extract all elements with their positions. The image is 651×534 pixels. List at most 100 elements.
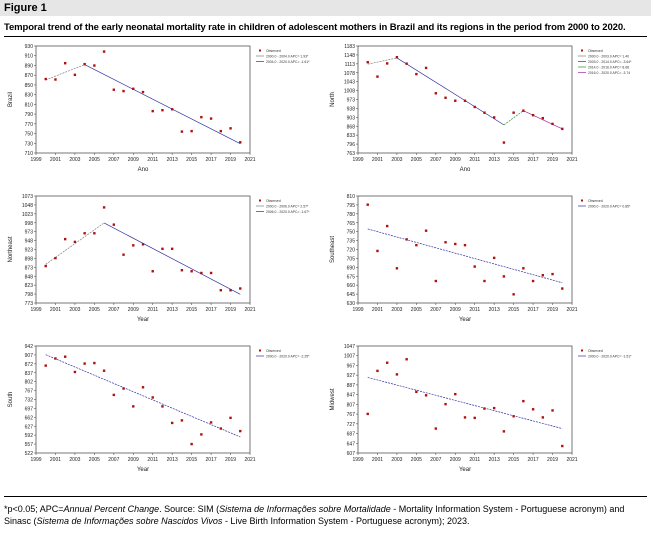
y-tick-label: 690: [347, 265, 356, 271]
data-point: [366, 203, 369, 206]
y-tick-label: 710: [25, 151, 34, 157]
x-axis-label: Ano: [460, 167, 471, 173]
x-tick-label: 2007: [430, 307, 441, 313]
data-point: [63, 355, 67, 358]
data-point: [405, 62, 408, 65]
data-point: [551, 409, 554, 412]
x-tick-label: 2009: [128, 157, 139, 163]
data-point: [531, 279, 535, 283]
plot-frame: [357, 345, 573, 454]
y-tick-label: 907: [25, 353, 34, 359]
data-point: [132, 87, 135, 90]
y-tick-label: 938: [347, 106, 356, 112]
data-point: [73, 240, 77, 244]
y-tick-label: 790: [25, 112, 34, 118]
y-tick-label: 967: [347, 363, 356, 369]
data-point: [44, 77, 47, 81]
y-tick-label: 730: [25, 141, 34, 147]
x-tick-label: 2005: [89, 457, 100, 463]
y-tick-label: 830: [25, 93, 34, 99]
data-point: [209, 271, 213, 275]
trend-segment: [367, 57, 397, 65]
y-tick-label: 848: [25, 274, 34, 280]
trend-segment: [84, 64, 241, 145]
data-point: [122, 387, 125, 390]
y-tick-label: 837: [25, 371, 34, 377]
data-point: [200, 115, 203, 119]
data-point: [112, 393, 116, 397]
trend-segment: [503, 110, 524, 126]
chart-panel-brazil: 710 730 750 770 790 810 830 850 870 890 910 930 1999…: [8, 44, 310, 173]
data-point: [444, 96, 447, 99]
legend-label: 2000.0 - 2020.0 APC= -1.51*: [588, 355, 632, 359]
bottom-divider: [4, 496, 647, 497]
x-axis-label: Year: [137, 467, 149, 473]
y-tick-label: 645: [347, 292, 356, 298]
data-point: [102, 206, 106, 209]
footnote-part-2: Annual Percent Change: [63, 504, 160, 514]
data-point: [170, 247, 174, 251]
legend-marker: [581, 49, 583, 52]
y-tick-label: 998: [25, 221, 34, 227]
x-tick-label: 2015: [508, 457, 519, 463]
data-point: [483, 279, 486, 283]
y-tick-label: 847: [347, 393, 356, 399]
data-point: [522, 399, 525, 403]
x-tick-label: 2001: [372, 307, 383, 313]
y-tick-label: 647: [347, 441, 356, 447]
data-point: [434, 279, 438, 283]
x-tick-label: 2021: [566, 307, 577, 313]
x-tick-label: 2019: [225, 457, 236, 463]
footnote-part-6: Sistema de Informações sobre Nascidos Vi…: [36, 516, 223, 526]
data-point: [385, 224, 389, 228]
data-point: [200, 271, 203, 275]
x-tick-label: 2011: [469, 307, 480, 313]
x-tick-label: 2019: [547, 157, 558, 163]
data-point: [551, 272, 554, 276]
legend-label: 2000.0 - 2020.0 APC= 0.85*: [588, 205, 631, 209]
data-point: [531, 408, 535, 411]
y-tick-label: 770: [25, 122, 34, 128]
y-tick-label: 1023: [22, 212, 33, 218]
data-point: [512, 293, 515, 296]
x-tick-label: 2003: [69, 157, 80, 163]
y-axis-label: South: [8, 392, 14, 408]
y-tick-label: 890: [25, 63, 34, 69]
y-tick-label: 795: [347, 203, 356, 209]
x-tick-label: 2013: [489, 157, 500, 163]
trend-segment: [103, 222, 241, 295]
y-tick-label: 767: [25, 389, 34, 395]
legend-marker: [581, 349, 583, 352]
x-tick-label: 2005: [89, 307, 100, 313]
y-tick-label: 1113: [345, 62, 356, 68]
data-point: [239, 141, 242, 144]
chart-panel-midwest: 607 647 687 727 767 807 847 887 927 967 1007 1047 19…: [330, 344, 632, 473]
legend-label: 2000.0 - 2003.0 APC= 1.40: [588, 55, 629, 59]
x-tick-label: 2017: [528, 457, 539, 463]
y-tick-label: 903: [347, 115, 356, 121]
footnote-part-7: - Live Birth Information System - Portug…: [222, 516, 470, 526]
data-point: [102, 50, 106, 53]
data-point: [73, 370, 77, 374]
x-tick-label: 1999: [30, 157, 41, 163]
y-tick-label: 1047: [344, 344, 355, 350]
data-point: [54, 78, 57, 81]
x-tick-label: 2013: [167, 307, 178, 313]
trend-segment: [45, 354, 241, 438]
trend-segment: [396, 57, 505, 126]
x-tick-label: 2019: [547, 307, 558, 313]
x-tick-label: 2019: [547, 457, 558, 463]
data-point: [93, 64, 96, 67]
figure-footnote: *p<0.05; APC=Annual Percent Change. Sour…: [4, 503, 647, 527]
data-point: [444, 402, 447, 406]
legend-label: Observed: [266, 349, 281, 353]
y-axis-label: Northeast: [8, 236, 14, 262]
y-tick-label: 887: [347, 383, 356, 389]
data-point: [424, 394, 428, 397]
x-tick-label: 2001: [50, 457, 61, 463]
data-point: [454, 392, 457, 396]
y-tick-label: 660: [347, 283, 356, 289]
x-tick-label: 2005: [411, 307, 422, 313]
y-tick-label: 868: [347, 124, 356, 130]
y-tick-label: 750: [25, 132, 34, 138]
